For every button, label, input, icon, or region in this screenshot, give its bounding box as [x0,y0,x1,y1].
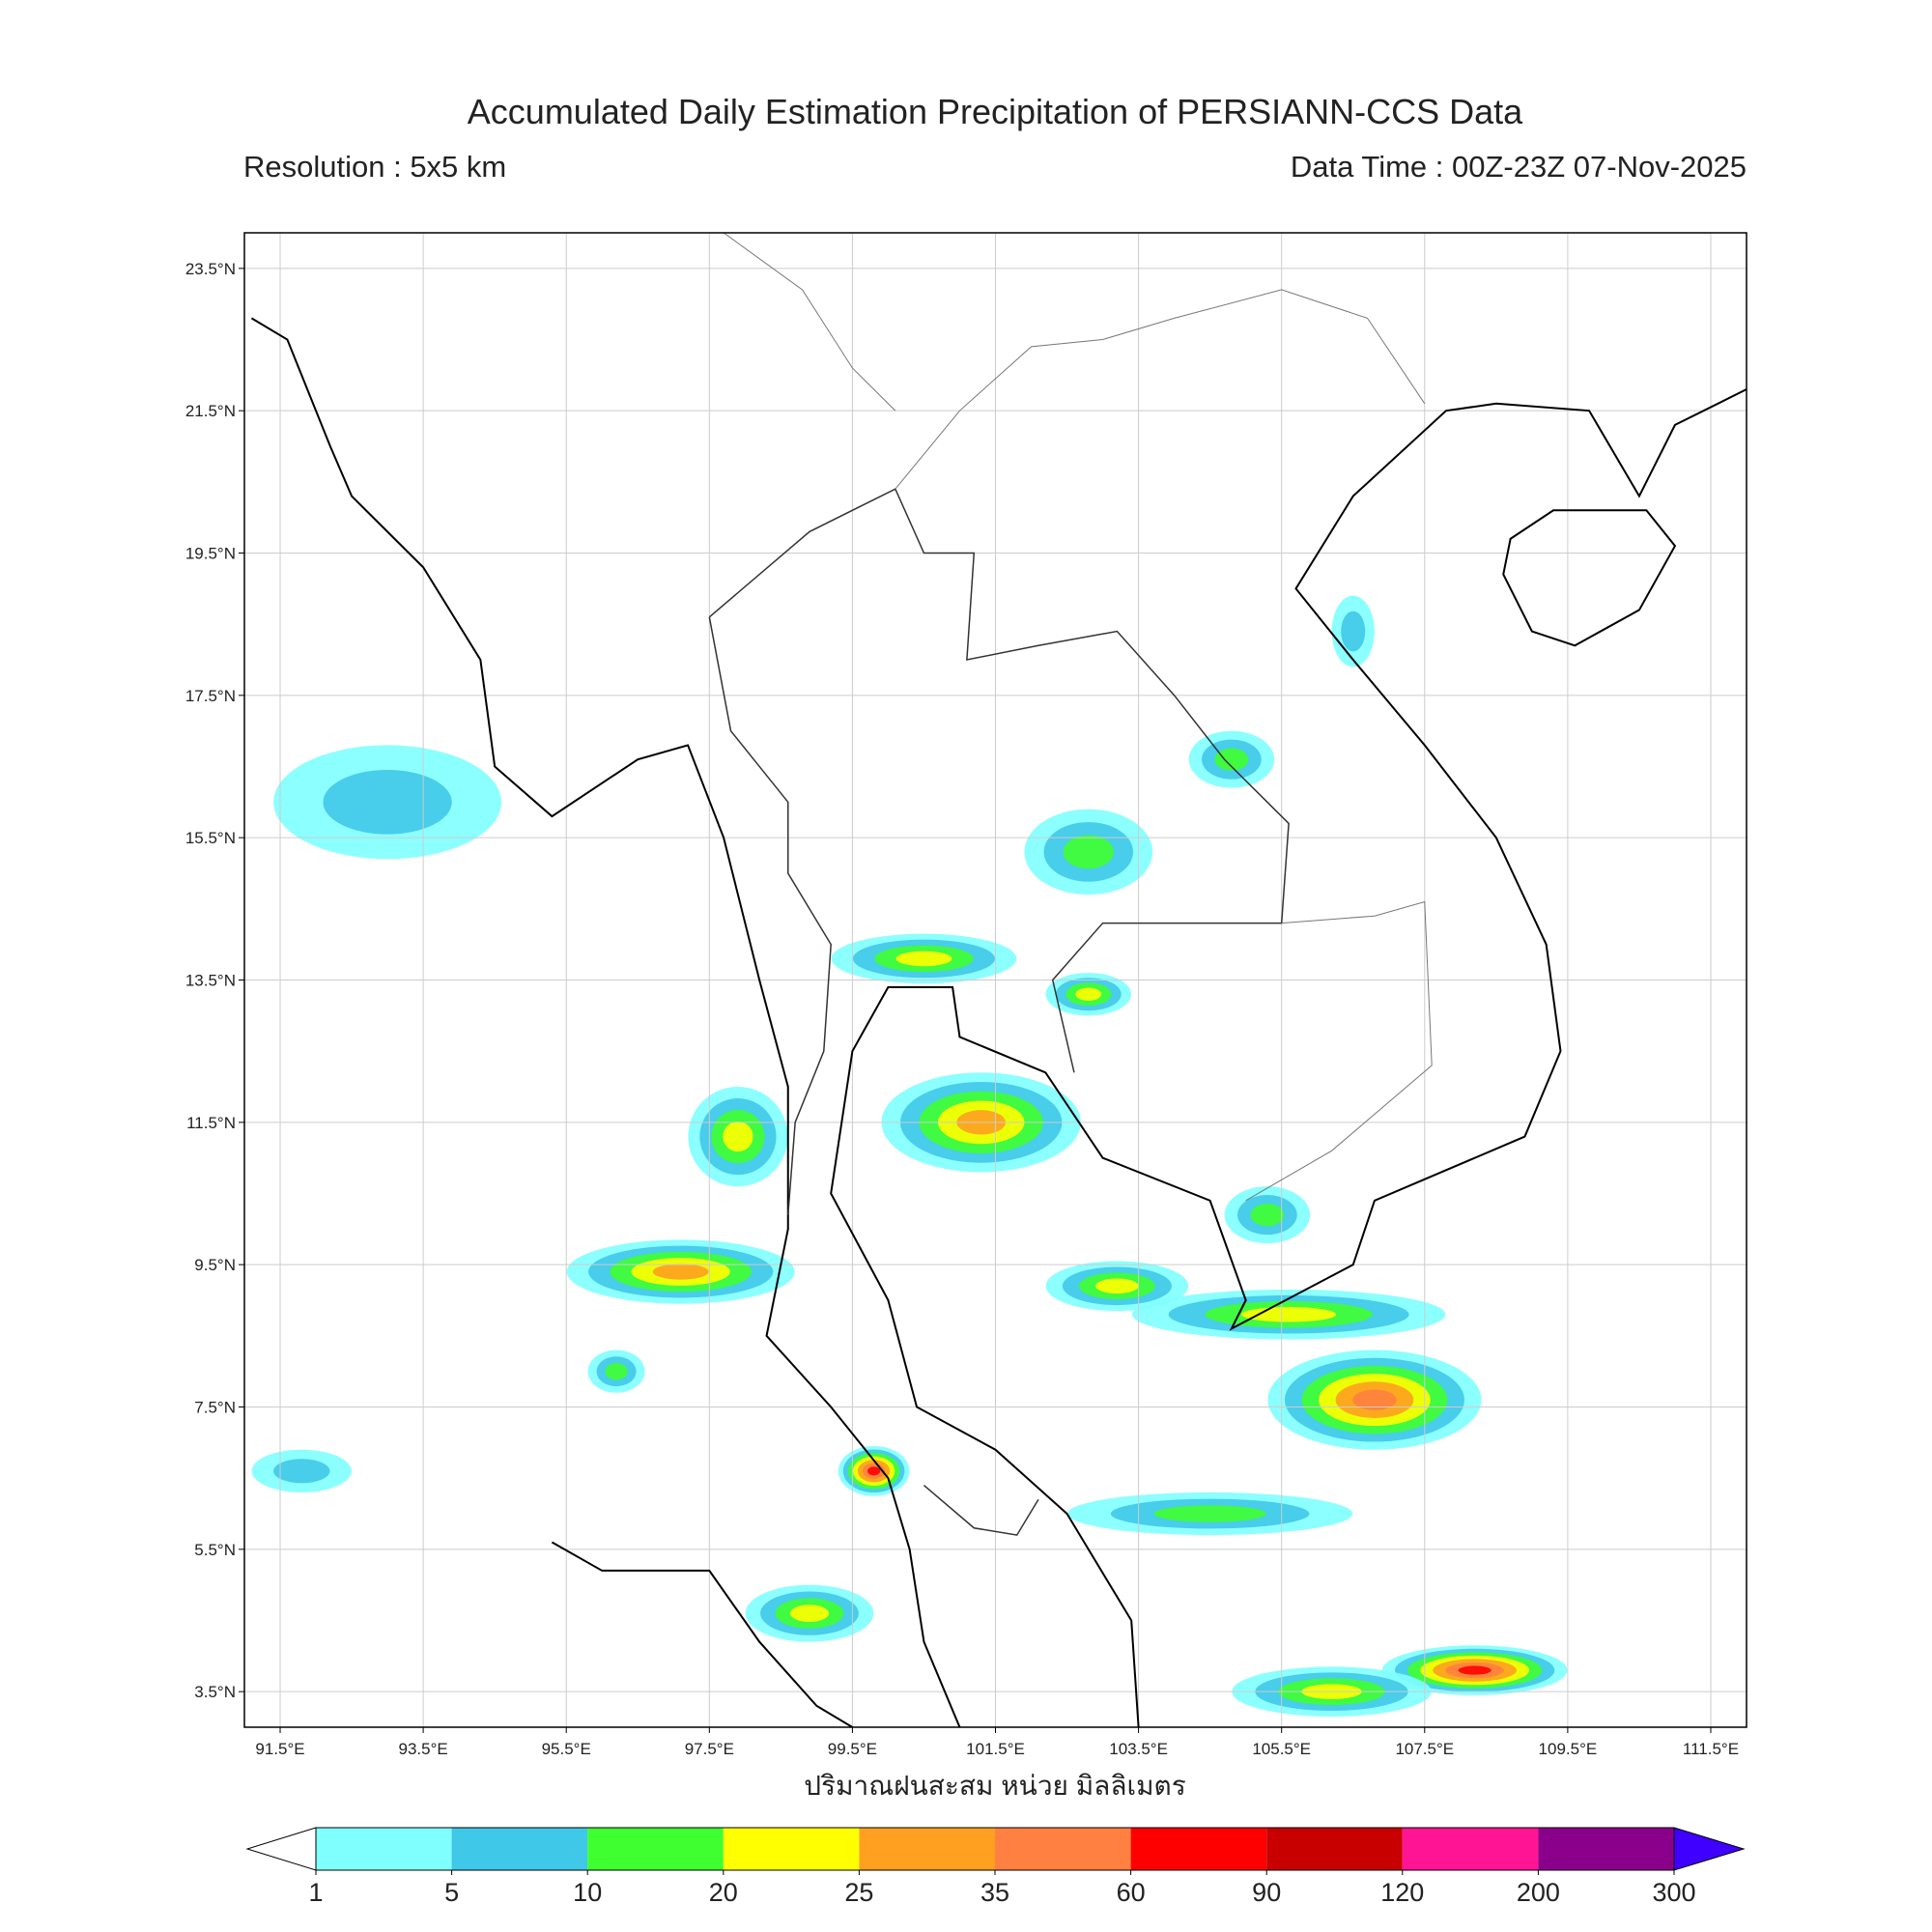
x-tick-label: 93.5°E [399,1740,448,1758]
y-tick-label: 13.5°N [185,972,236,990]
x-tick-label: 109.5°E [1539,1740,1598,1758]
colorbar-segment [316,1828,452,1870]
colorbar-segment [723,1828,860,1870]
colorbar-over [1673,1827,1746,1871]
colorbar-label: 10 [573,1878,602,1907]
rain-area [605,1362,628,1380]
colorbar-segment [1538,1828,1674,1870]
coastline [551,1541,853,1727]
x-axis-label: ปริมาณฝนสะสม หน่วย มิลลิเมตร [804,1771,1186,1801]
colorbar-label: 60 [1117,1878,1146,1907]
rain-area [895,951,952,967]
border [895,289,1426,490]
resolution: Resolution : 5x5 km [243,150,506,184]
y-tick-label: 15.5°N [185,829,236,847]
colorbar-label: 200 [1517,1878,1560,1907]
y-tick-label: 23.5°N [185,260,236,278]
rain-area [1214,748,1249,771]
rain-area [1063,835,1114,869]
colorbar-segment [1402,1828,1539,1870]
y-tick-label: 21.5°N [185,402,236,420]
map-frame [243,232,1747,1728]
x-tick-label: 107.5°E [1395,1740,1454,1758]
rain-area [723,1121,753,1152]
colorbar-label: 1 [308,1878,323,1907]
y-tick-label: 19.5°N [185,545,236,563]
title: Accumulated Daily Estimation Precipitati… [468,92,1523,131]
rain-area [1341,611,1366,652]
rain-area [1250,1203,1285,1227]
rain-area [273,1459,330,1484]
rain-area [1458,1665,1492,1675]
y-tick-label: 9.5°N [194,1256,236,1274]
coastline [250,317,961,1727]
rain-area [1095,1278,1139,1294]
x-tick-label: 97.5°E [685,1740,734,1758]
border [708,488,1290,1073]
border [923,1484,1039,1536]
y-tick-label: 17.5°N [185,687,236,705]
colorbar-segment [859,1828,995,1870]
rain-area [1352,1389,1397,1410]
y-tick-label: 7.5°N [194,1399,236,1417]
x-tick-label: 91.5°E [255,1740,304,1758]
map-layer [244,233,1747,1727]
x-tick-label: 111.5°E [1683,1740,1739,1758]
rain-area [1153,1505,1266,1522]
border [1245,900,1433,1202]
colorbar: 1 5 10 20 25 35 60 90 120 200 300 [245,1827,1746,1907]
colorbar-label: 120 [1380,1878,1424,1907]
colorbar-segment [587,1828,724,1870]
x-tick-label: 101.5°E [966,1740,1025,1758]
coastline [1502,509,1677,647]
y-tick-label: 3.5°N [194,1683,236,1701]
colorbar-label: 25 [844,1878,873,1907]
rain-area [867,1466,881,1476]
colorbar-segment [1130,1828,1267,1870]
border [708,616,832,1215]
coastline [830,388,1747,1727]
y-tick-label: 11.5°N [186,1114,236,1132]
y-tick-label: 5.5°N [194,1541,236,1559]
rain-area [1075,987,1102,1001]
x-tick-label: 95.5°E [542,1740,591,1758]
border [723,233,896,412]
x-tick-label: 99.5°E [828,1740,877,1758]
colorbar-under [245,1827,317,1871]
colorbar-label: 20 [709,1878,738,1907]
colorbar-label: 35 [980,1878,1009,1907]
x-tick-label: 103.5°E [1109,1740,1168,1758]
colorbar-label: 90 [1252,1878,1281,1907]
data-time: Data Time : 00Z-23Z 07-Nov-2025 [1291,150,1747,184]
rain-area [789,1605,830,1623]
colorbar-segment [1266,1828,1403,1870]
colorbar-label: 300 [1652,1878,1695,1907]
rain-area [1241,1306,1337,1322]
x-tick-label: 105.5°E [1252,1740,1311,1758]
colorbar-segment [451,1828,588,1870]
rain-area [652,1264,709,1280]
colorbar-label: 5 [444,1878,459,1907]
rain-area [323,770,452,835]
map: 91.5°E 93.5°E 95.5°E 97.5°E 99.5°E 101.5°E 103… [185,232,1747,1758]
colorbar-segment [995,1828,1131,1870]
